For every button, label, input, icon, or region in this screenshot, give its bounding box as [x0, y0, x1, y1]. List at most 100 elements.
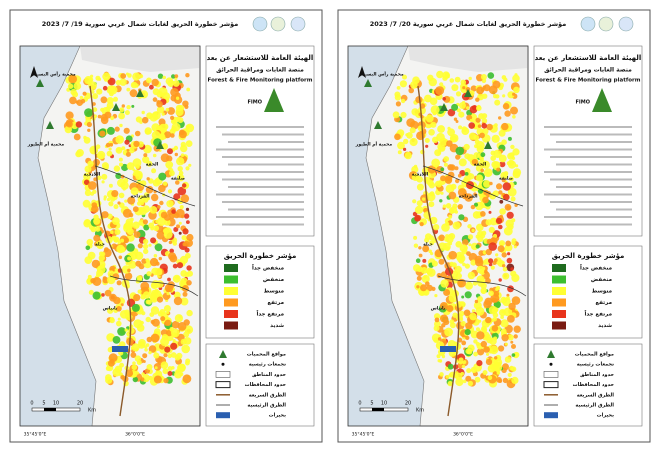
- legend-label: متوسط: [264, 289, 284, 295]
- illegible-text-line: [228, 163, 304, 166]
- illegible-text-line: [222, 156, 304, 158]
- risk-patch: [512, 115, 516, 119]
- risk-patch: [151, 318, 160, 327]
- risk-patch: [397, 150, 402, 155]
- risk-patch: [511, 156, 516, 160]
- risk-patch: [146, 299, 152, 305]
- lon-label: 36°0'0"E: [453, 432, 473, 438]
- risk-patch: [480, 287, 487, 294]
- risk-patch: [109, 317, 115, 324]
- risk-patch: [141, 258, 147, 264]
- map-border: [19, 45, 201, 427]
- risk-patch: [448, 207, 454, 213]
- risk-patch: [156, 231, 165, 240]
- risk-patch: [164, 319, 172, 326]
- risk-patch: [157, 205, 161, 209]
- illegible-text-line: [550, 133, 632, 136]
- risk-patch: [113, 96, 118, 102]
- risk-patch: [93, 234, 101, 242]
- risk-patch: [131, 303, 140, 312]
- risk-patch: [175, 104, 183, 111]
- risk-patch: [116, 320, 122, 327]
- risk-patch: [513, 325, 521, 333]
- risk-patch: [151, 289, 159, 297]
- risk-patch: [185, 360, 190, 366]
- risk-patch: [171, 320, 180, 329]
- risk-patch: [90, 278, 96, 284]
- risk-patch: [86, 238, 94, 246]
- legend-swatch: [224, 298, 238, 307]
- risk-patch: [141, 116, 149, 124]
- risk-patch: [430, 105, 440, 115]
- reserve: [364, 79, 372, 87]
- risk-patch: [416, 200, 423, 207]
- risk-patch: [440, 302, 448, 310]
- risk-patch: [92, 102, 96, 106]
- risk-patch: [511, 344, 516, 349]
- risk-patch: [498, 190, 503, 195]
- risk-patch: [490, 155, 496, 161]
- risk-patch: [176, 157, 185, 166]
- risk-patch: [498, 345, 505, 352]
- risk-patch: [148, 243, 152, 247]
- logo: [270, 16, 286, 32]
- risk-patch: [455, 154, 461, 160]
- risk-patch: [128, 260, 137, 269]
- risk-patch: [114, 126, 120, 132]
- risk-patch: [132, 206, 139, 213]
- risk-patch: [410, 81, 418, 89]
- risk-patch: [504, 342, 508, 346]
- risk-patch: [511, 273, 520, 283]
- risk-patch: [483, 346, 490, 353]
- risk-patch: [89, 145, 99, 155]
- risk-patch: [494, 123, 498, 128]
- lon-label: 35°45'0"E: [24, 432, 47, 438]
- risk-patch: [112, 336, 121, 344]
- illegible-text-line: [550, 201, 632, 203]
- risk-patch: [173, 296, 183, 306]
- risk-patch: [461, 126, 468, 132]
- risk-patch: [82, 199, 91, 208]
- feature-label: الطرق الرئيسية: [247, 403, 286, 409]
- feature-label: تجمعات رئيسية: [577, 362, 614, 368]
- risk-patch: [443, 162, 448, 167]
- risk-patch: [421, 274, 430, 283]
- risk-patch: [99, 130, 106, 137]
- risk-patch: [119, 136, 124, 141]
- risk-patch: [445, 203, 452, 209]
- risk-patch: [167, 277, 171, 282]
- risk-patch: [504, 356, 512, 363]
- risk-patch: [451, 103, 459, 111]
- risk-patch: [507, 223, 514, 230]
- risk-patch: [501, 178, 506, 183]
- risk-patch: [174, 74, 179, 78]
- risk-patch: [146, 160, 153, 167]
- risk-patch: [442, 97, 446, 101]
- risk-patch: [153, 375, 162, 384]
- risk-patch: [144, 129, 151, 135]
- risk-patch: [84, 256, 93, 264]
- risk-patch: [493, 301, 501, 309]
- risk-patch: [495, 287, 499, 291]
- risk-patch: [395, 101, 401, 107]
- risk-patch: [500, 296, 508, 304]
- risk-patch: [400, 111, 407, 119]
- risk-patch: [492, 371, 497, 376]
- feature-label: حدود المحافظات: [573, 382, 615, 388]
- risk-patch: [156, 296, 164, 303]
- risk-patch: [502, 266, 508, 272]
- risk-patch: [492, 80, 501, 89]
- risk-patch: [507, 187, 517, 197]
- risk-patch: [445, 246, 450, 251]
- place-label: اللاذقية: [412, 173, 429, 178]
- risk-patch: [447, 363, 454, 370]
- risk-patch: [501, 122, 509, 131]
- risk-patch: [164, 219, 171, 226]
- risk-patch: [425, 114, 434, 123]
- place-label: محمية رأس البسيط: [360, 71, 404, 78]
- scale-label: 5: [42, 401, 45, 407]
- risk-patch: [177, 322, 187, 331]
- risk-patch: [506, 205, 511, 210]
- risk-patch: [482, 128, 489, 135]
- risk-patch: [79, 95, 84, 100]
